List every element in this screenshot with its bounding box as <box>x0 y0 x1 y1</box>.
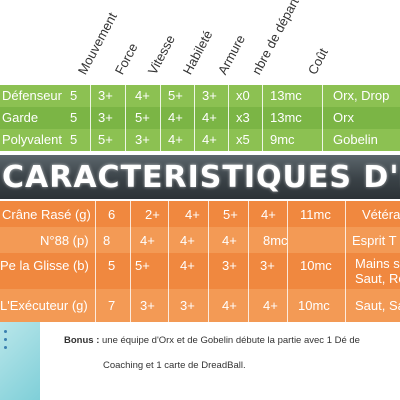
cell-vitesse: 4+ <box>180 258 195 273</box>
player-name: Défenseur <box>2 88 62 103</box>
cell-armure: 3+ <box>260 258 275 273</box>
decorative-dot <box>4 346 7 349</box>
table-row: Polyvalent 5 5+ 3+ 4+ 4+ x5 9mc Gobelin <box>0 129 400 151</box>
cell-vitesse: 4+ <box>180 233 195 248</box>
cell-habilete: 4+ <box>168 110 183 125</box>
cell-competence: Saut, Sal <box>355 298 400 313</box>
header-armure: Armure <box>214 32 249 77</box>
cell-armure: 4+ <box>202 110 217 125</box>
cell-competence: Mains s <box>355 256 400 271</box>
column-divider <box>95 201 96 322</box>
cell-competence-2: Saut, Ro <box>355 271 400 286</box>
cell-force: 5+ <box>98 132 113 147</box>
cell-habilete: 4+ <box>222 233 237 248</box>
table-row: Garde 5 3+ 5+ 4+ 4+ x3 13mc Orx <box>0 107 400 129</box>
section-banner: CARACTERISTIQUES D'EQUI <box>0 155 400 199</box>
cell-cout: 10mc <box>300 258 332 273</box>
column-divider <box>322 85 323 151</box>
cell-armure: 4+ <box>263 298 278 313</box>
cell-force: 3+ <box>140 298 155 313</box>
table-row: Défenseur 5 3+ 4+ 5+ 3+ x0 13mc Orx, Dro… <box>0 85 400 107</box>
header-habilete: Habileté <box>179 27 216 77</box>
cell-force: 4+ <box>140 233 155 248</box>
cell-cout: 13mc <box>270 110 302 125</box>
column-divider <box>168 201 169 322</box>
cell-vitesse: 3+ <box>135 132 150 147</box>
table-row: Crâne Rasé (g) 6 2+ 4+ 5+ 4+ 11mc Vétéra… <box>0 201 400 227</box>
bonus-line1: une équipe d'Orx et de Gobelin débute la… <box>102 335 360 346</box>
cell-habilete: 4+ <box>222 298 237 313</box>
column-divider <box>228 85 229 151</box>
decorative-dot <box>4 338 7 341</box>
player-name: Garde <box>2 110 39 125</box>
player-name: Crâne Rasé (g) <box>2 207 91 222</box>
cell-cout: 9mc <box>270 132 295 147</box>
cell-force: 2+ <box>145 207 160 222</box>
cell-vitesse: 3+ <box>180 298 195 313</box>
cell-equipe: Orx, Drop <box>333 88 390 103</box>
cell-mouvement: 8 <box>103 233 111 248</box>
player-name: L'Exécuteur (g) <box>0 298 88 313</box>
cell-cout: 10mc <box>298 298 330 313</box>
cell-depart: x3 <box>236 110 250 125</box>
cell-mouvement: 5 <box>70 110 78 125</box>
cell-mouvement: 6 <box>108 207 116 222</box>
cell-vitesse: 5+ <box>135 110 150 125</box>
header-force: Force <box>111 40 141 77</box>
column-divider <box>130 201 131 322</box>
bonus-label: Bonus : <box>64 335 100 346</box>
player-name: Polyvalent <box>2 132 62 147</box>
cell-armure: 4+ <box>202 132 217 147</box>
column-divider <box>90 85 91 151</box>
cell-vitesse: 4+ <box>185 207 200 222</box>
table-row: L'Exécuteur (g) 7 3+ 3+ 4+ 4+ 10mc Saut,… <box>0 289 400 322</box>
column-divider <box>194 85 195 151</box>
cell-armure: 4+ <box>261 207 276 222</box>
cell-cout: 13mc <box>270 88 302 103</box>
cell-mouvement: 5 <box>108 258 116 273</box>
bonus-text-line2: Coaching et 1 carte de DreadBall. <box>103 360 246 371</box>
cell-habilete: 5+ <box>168 88 183 103</box>
cell-habilete: 3+ <box>222 258 237 273</box>
cell-habilete: 4+ <box>168 132 183 147</box>
header-cout: Coût <box>304 45 331 77</box>
cell-mouvement: 7 <box>108 298 116 313</box>
column-headers: Mouvement Force Vitesse Habileté Armure … <box>0 0 400 85</box>
column-divider <box>160 85 161 151</box>
table-row: N°88 (p) 8 4+ 4+ 4+ 8mc Esprit T <box>0 227 400 253</box>
cell-depart: x5 <box>236 132 250 147</box>
cell-armure: 3+ <box>202 88 217 103</box>
bonus-text-line1: Bonus : une équipe d'Orx et de Gobelin d… <box>64 335 360 346</box>
cell-cout: 11mc <box>300 207 331 222</box>
cell-equipe: Orx <box>333 110 354 125</box>
decorative-dot <box>4 330 7 333</box>
header-depart: nbre de départ <box>248 0 302 77</box>
column-divider <box>125 85 126 151</box>
cell-armure: 8mc <box>263 233 288 248</box>
teal-accent <box>0 322 40 400</box>
column-divider <box>287 201 288 322</box>
column-divider <box>208 201 209 322</box>
cell-competence: Vétéran <box>362 207 400 222</box>
table-row: Pe la Glisse (b) 5 5+ 4+ 3+ 3+ 10mc Main… <box>0 253 400 289</box>
column-divider <box>248 201 249 322</box>
bonus-panel <box>0 322 400 400</box>
cell-competence: Esprit T <box>352 233 397 248</box>
cell-force: 3+ <box>98 110 113 125</box>
cell-mouvement: 5 <box>70 132 78 147</box>
player-name: Pe la Glisse (b) <box>0 258 89 273</box>
header-vitesse: Vitesse <box>144 32 178 77</box>
cell-habilete: 5+ <box>223 207 238 222</box>
cell-depart: x0 <box>236 88 250 103</box>
cell-mouvement: 5 <box>70 88 78 103</box>
player-name: N°88 (p) <box>40 233 89 248</box>
banner-title: CARACTERISTIQUES D'EQUI <box>2 160 400 195</box>
column-divider <box>262 85 263 151</box>
cell-equipe: Gobelin <box>333 132 378 147</box>
cell-force: 5+ <box>135 258 150 273</box>
cell-vitesse: 4+ <box>135 88 150 103</box>
cell-force: 3+ <box>98 88 113 103</box>
column-divider <box>345 201 346 322</box>
